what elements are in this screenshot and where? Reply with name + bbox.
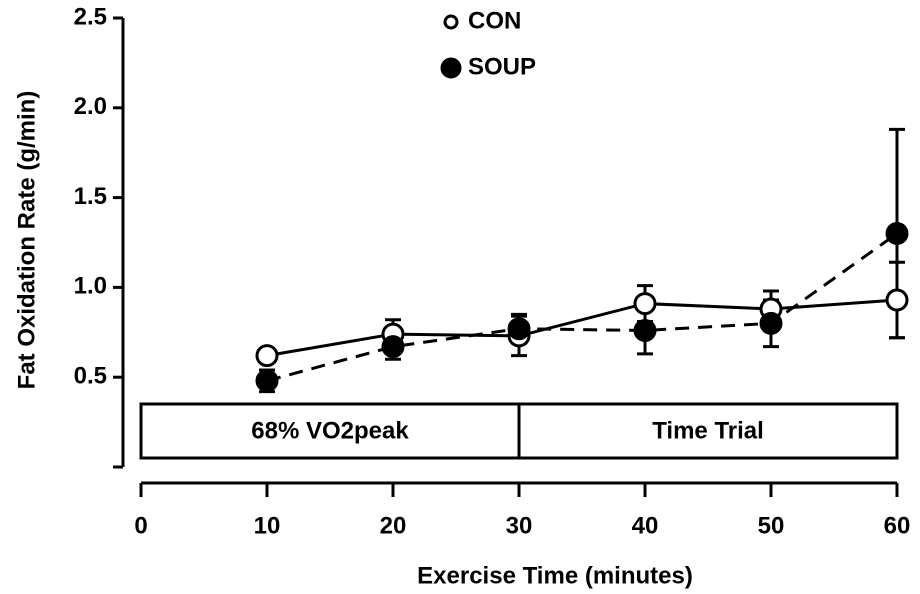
marker (885, 222, 909, 246)
y-tick-label: 2.5 (74, 3, 107, 30)
series-line (266, 298, 898, 358)
marker (255, 369, 279, 393)
marker (633, 319, 657, 343)
phase-box (517, 402, 899, 460)
y-axis-label: Fat Oxidation Rate (g/min) (13, 91, 40, 390)
marker (255, 344, 279, 368)
y-tick-label: 1.5 (74, 183, 107, 210)
x-tick-label: 20 (380, 512, 407, 539)
legend-marker (443, 14, 459, 30)
marker (759, 311, 783, 335)
x-tick-label: 50 (758, 512, 785, 539)
y-tick-label: 0.5 (74, 363, 107, 390)
legend-marker (440, 57, 462, 79)
marker (633, 292, 657, 316)
x-axis-label: Exercise Time (minutes) (417, 562, 693, 589)
x-tick-label: 30 (506, 512, 533, 539)
legend-label: SOUP (468, 53, 536, 80)
marker (381, 335, 405, 359)
phase-label: 68% VO2peak (251, 417, 409, 444)
series-line (266, 232, 898, 383)
x-tick-label: 40 (632, 512, 659, 539)
marker (507, 317, 531, 341)
x-tick-label: 0 (134, 512, 147, 539)
y-tick-label: 1.0 (74, 273, 107, 300)
marker (885, 288, 909, 312)
x-tick-label: 10 (254, 512, 281, 539)
phase-label: Time Trial (652, 417, 764, 444)
y-tick-label: 2.0 (74, 93, 107, 120)
legend-label: CON (468, 7, 521, 34)
x-tick-label: 60 (884, 512, 911, 539)
